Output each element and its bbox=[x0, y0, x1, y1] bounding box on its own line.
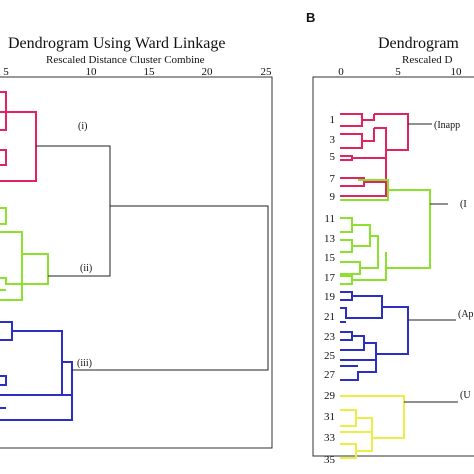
panel-b-red-link-6 bbox=[362, 113, 409, 151]
leaf-label: 5 bbox=[330, 151, 336, 163]
panel-b-green-link-4 bbox=[340, 235, 379, 275]
panel-a-cluster-green bbox=[0, 207, 49, 301]
panel-a-red-link bbox=[0, 91, 37, 182]
panel-a-cluster-label-i: (i) bbox=[78, 121, 87, 132]
panel-a-blue-link-2 bbox=[12, 330, 63, 395]
leaf-label: 9 bbox=[330, 191, 336, 203]
panel-a-tick-15: 15 bbox=[144, 66, 156, 78]
panel-a-green-link-3 bbox=[0, 253, 49, 291]
panel-a-tick-10: 10 bbox=[86, 66, 98, 78]
leaf-label: 21 bbox=[324, 311, 335, 323]
leaf-label: 7 bbox=[330, 173, 336, 185]
leaf-label: 19 bbox=[324, 291, 336, 303]
panel-b-red-link-3 bbox=[340, 155, 374, 161]
leaf-label: 27 bbox=[324, 369, 336, 381]
panel-a-red-sublink bbox=[0, 149, 7, 166]
panel-b-blue-link-5 bbox=[340, 359, 377, 381]
panel-a-cluster-label-ii: (ii) bbox=[80, 263, 92, 274]
panel-a-merges bbox=[36, 145, 269, 371]
panel-b-axis-title: Rescaled D bbox=[402, 54, 452, 66]
panel-a-tick-5: 5 bbox=[3, 66, 9, 78]
leaf-label: 33 bbox=[324, 432, 336, 444]
leaf-label: 1 bbox=[330, 114, 336, 126]
panel-a-green-link-1 bbox=[0, 207, 7, 225]
leaf-label: 25 bbox=[324, 350, 336, 362]
panel-b-cluster-blue bbox=[340, 291, 409, 381]
panel-b-green-link-6 bbox=[386, 189, 431, 269]
leaf-label: 13 bbox=[324, 233, 336, 245]
panel-b: B Dendrogram Rescaled D 0 5 10 1 3 5 7 9… bbox=[306, 10, 474, 466]
panel-b-title: Dendrogram bbox=[378, 35, 459, 52]
panel-b-red-link-1 bbox=[340, 113, 363, 127]
panel-b-green-link-2 bbox=[340, 217, 353, 233]
panel-b-yellow-link-3 bbox=[340, 395, 405, 439]
panel-b-tick-0: 0 bbox=[338, 66, 344, 78]
panel-b-blue-link-1 bbox=[340, 291, 353, 301]
leaf-label: 15 bbox=[324, 252, 336, 264]
leaf-label: 3 bbox=[330, 134, 336, 146]
panel-a-cluster-label-iii: (iii) bbox=[77, 358, 92, 369]
leaf-label: 23 bbox=[324, 331, 336, 343]
panel-b-red-link-4 bbox=[374, 127, 387, 159]
panel-a-title: Dendrogram Using Ward Linkage bbox=[8, 35, 225, 52]
leaf-label: 29 bbox=[324, 390, 336, 402]
panel-b-green-link-3 bbox=[340, 224, 371, 253]
panel-b-cluster-yellow bbox=[340, 395, 405, 459]
panel-a-blue-link-1 bbox=[0, 321, 13, 341]
panel-a-blue-link-3 bbox=[0, 375, 7, 386]
panel-b-red-link-2 bbox=[340, 128, 375, 149]
panel-a-blue-link-5 bbox=[62, 361, 73, 395]
panel-b-blue-link-2 bbox=[340, 295, 383, 323]
panel-b-leaf-labels: 1 3 5 7 9 11 13 15 17 19 21 23 25 27 29 … bbox=[324, 114, 336, 466]
panel-a-tick-25: 25 bbox=[261, 66, 273, 78]
panel-b-blue-link-3 bbox=[340, 331, 353, 341]
panel-b-cluster-label-4: (U bbox=[460, 390, 471, 401]
panel-b-green-link-5 bbox=[340, 252, 387, 285]
leaf-label: 35 bbox=[324, 454, 336, 466]
panel-a-green-link-2 bbox=[0, 231, 23, 301]
panel-b-frame bbox=[312, 76, 474, 457]
panel-b-cluster-label-2: (I bbox=[460, 199, 467, 210]
panel-a-cluster-blue bbox=[0, 321, 73, 421]
panel-b-yellow-link-1 bbox=[340, 409, 373, 433]
panel-b-red-link-5 bbox=[340, 158, 387, 197]
panel-b-letter: B bbox=[306, 10, 315, 25]
panel-a-axis-title: Rescaled Distance Cluster Combine bbox=[46, 54, 205, 66]
panel-b-cluster-green bbox=[340, 179, 431, 285]
panel-a-frame bbox=[0, 76, 273, 449]
panel-b-cluster-label-3: (Ap bbox=[458, 309, 474, 320]
panel-b-merges bbox=[404, 123, 458, 403]
panel-b-tick-10: 10 bbox=[451, 66, 463, 78]
panel-b-tick-5: 5 bbox=[395, 66, 401, 78]
panel-b-cluster-red bbox=[340, 113, 409, 197]
panel-a-cluster-red bbox=[0, 91, 37, 182]
leaf-label: 31 bbox=[324, 411, 335, 423]
panel-b-yellow-link-2 bbox=[340, 432, 373, 459]
leaf-label: 17 bbox=[324, 272, 336, 284]
panel-a-merge-root bbox=[72, 205, 269, 371]
panel-a-merge-red-green bbox=[36, 145, 111, 277]
panel-a: Dendrogram Using Ward Linkage Rescaled D… bbox=[0, 35, 273, 449]
panel-a-tick-20: 20 bbox=[202, 66, 214, 78]
panel-b-cluster-label-1: (Inapp bbox=[434, 120, 460, 131]
panel-b-blue-link-6 bbox=[376, 306, 409, 355]
panel-a-blue-link-4 bbox=[0, 394, 73, 421]
leaf-label: 11 bbox=[324, 213, 335, 225]
